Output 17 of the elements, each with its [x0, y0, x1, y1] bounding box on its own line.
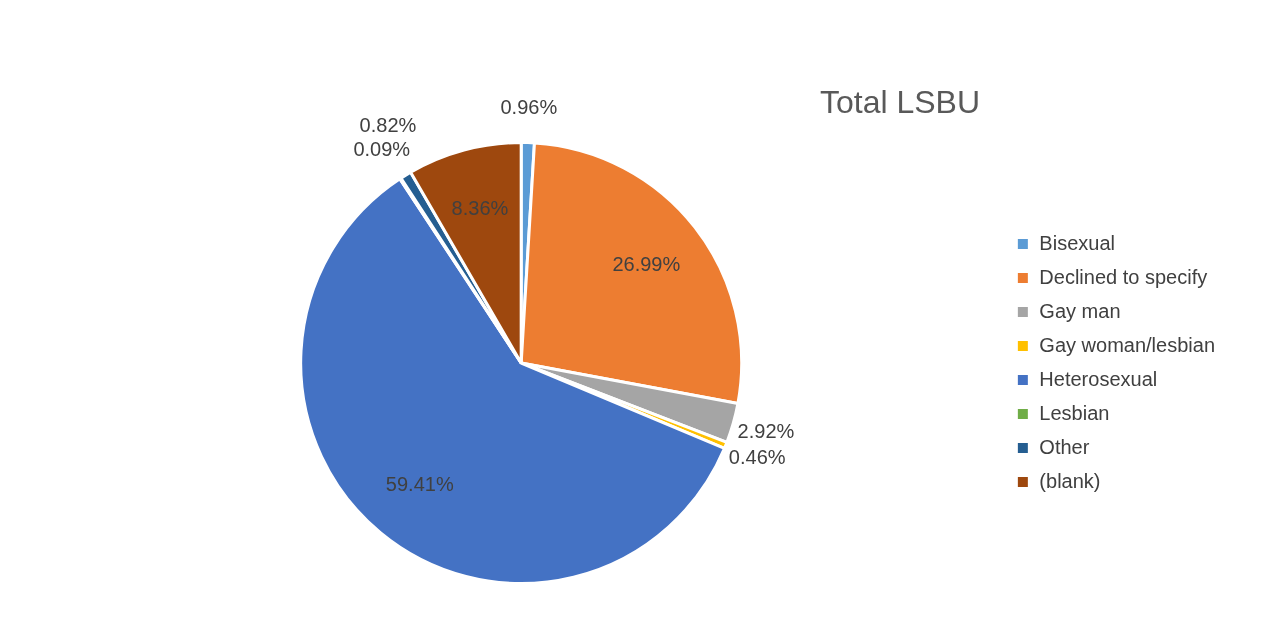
- legend-label: Declined to specify: [1039, 265, 1208, 288]
- data-label: 0.96%: [500, 96, 558, 119]
- data-label: 59.41%: [385, 472, 454, 495]
- data-label: 0.82%: [359, 113, 417, 136]
- data-label: 0.09%: [353, 137, 411, 160]
- data-label: 2.92%: [737, 420, 795, 443]
- legend-label: Gay woman/lesbian: [1039, 333, 1216, 356]
- legend-label: (blank): [1039, 469, 1101, 492]
- legend-label: Bisexual: [1039, 231, 1115, 254]
- data-label: 8.36%: [451, 197, 509, 220]
- legend-label: Lesbian: [1039, 401, 1110, 424]
- data-label: 0.46%: [728, 445, 786, 468]
- legend-label: Gay man: [1039, 299, 1121, 322]
- legend-label: Heterosexual: [1039, 367, 1158, 390]
- chart-title: Total LSBU: [818, 84, 982, 121]
- legend-label: Other: [1039, 435, 1090, 458]
- data-label: 26.99%: [612, 252, 681, 275]
